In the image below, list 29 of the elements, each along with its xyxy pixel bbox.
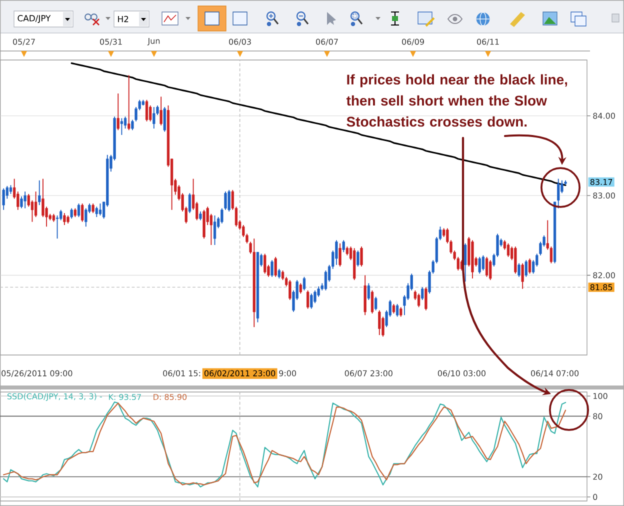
text: 06/03 bbox=[229, 38, 251, 46]
text: 06/11 bbox=[477, 38, 499, 46]
series-label: K: 93.57 bbox=[109, 394, 141, 400]
text: 9:00 bbox=[279, 370, 296, 376]
text: 06/07 bbox=[316, 38, 338, 46]
x-tick-label: 06/10 03:00 bbox=[438, 370, 486, 377]
chart-subtitle: H2 bbox=[118, 16, 128, 22]
text: 83.17 bbox=[590, 178, 612, 185]
text: D: 85.90 bbox=[154, 394, 187, 400]
chart-title: SSD(CAD/JPY, 14, 3, 3) - bbox=[7, 393, 102, 401]
text: 05/31 bbox=[100, 38, 122, 46]
y-tick-label: 80 bbox=[593, 413, 602, 420]
y-tick-label: 0 bbox=[593, 494, 598, 500]
text: Jun bbox=[147, 38, 160, 46]
chart-title: CAD/JPY bbox=[18, 15, 51, 23]
y-tick-label: 83.00 bbox=[593, 192, 615, 199]
y-tick-label: 100 bbox=[593, 393, 608, 400]
x-tick-label: 06/02/2011 23:00 bbox=[204, 370, 276, 377]
text: 06/01 15: bbox=[163, 370, 200, 377]
ref-line-label: 81.85 bbox=[590, 284, 612, 290]
y-tick-label: 20 bbox=[593, 474, 602, 480]
annotation: If prices hold near the black line, then sell short when the Slow Stochastics crosses down. bbox=[346, 74, 568, 127]
text: 05/26/2011 09:00 bbox=[2, 370, 72, 377]
x-tick-label: 06/07 23:00 bbox=[344, 370, 392, 377]
text: 05/27 bbox=[13, 38, 35, 46]
text: 06/09 bbox=[402, 38, 424, 46]
x-tick-label: 06/14 07:00 bbox=[530, 370, 579, 377]
y-tick-label: 82.00 bbox=[593, 272, 615, 278]
y-tick-label: 84.00 bbox=[593, 112, 615, 119]
